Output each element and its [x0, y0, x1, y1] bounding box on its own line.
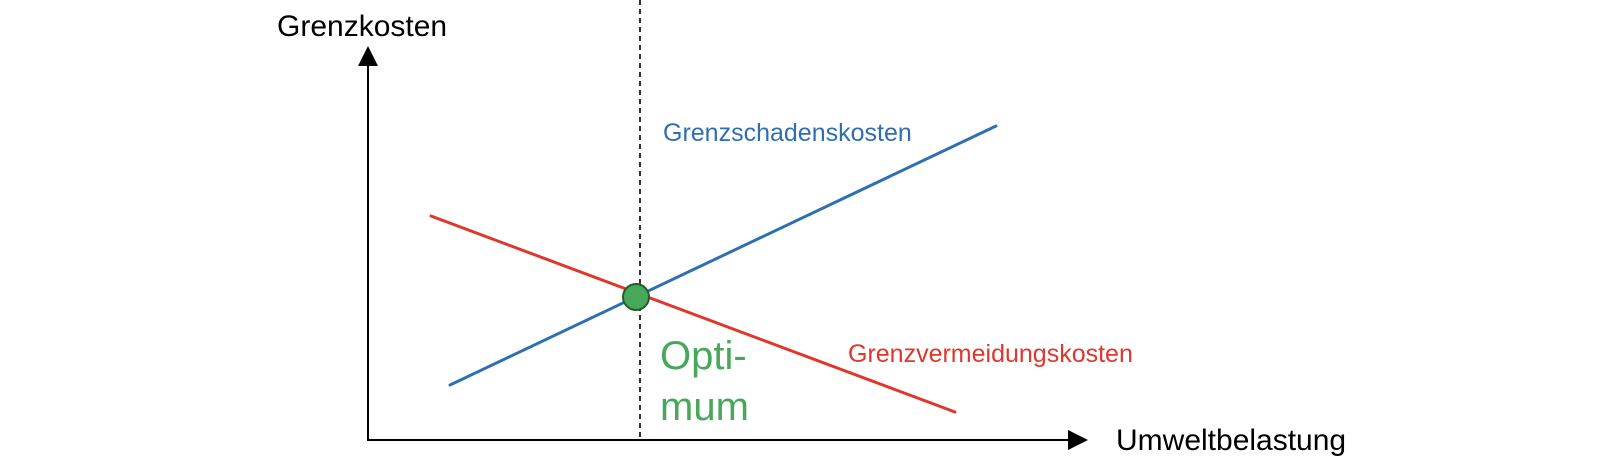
avoidance-cost-label: Grenzvermeidungskosten	[848, 340, 1133, 368]
x-axis-label: Umweltbelastung	[1116, 424, 1346, 457]
x-axis-arrow	[1068, 430, 1088, 450]
y-axis-label: Grenzkosten	[277, 10, 447, 43]
optimum-label-line1: Opti-	[660, 334, 747, 378]
damage-cost-curve	[448, 124, 998, 387]
y-axis-arrow	[358, 46, 378, 66]
optimum-label-line2: mum	[660, 385, 749, 429]
avoidance-cost-curve	[429, 214, 957, 414]
damage-cost-label: Grenzschadenskosten	[663, 119, 912, 147]
optimum-point	[622, 283, 650, 311]
